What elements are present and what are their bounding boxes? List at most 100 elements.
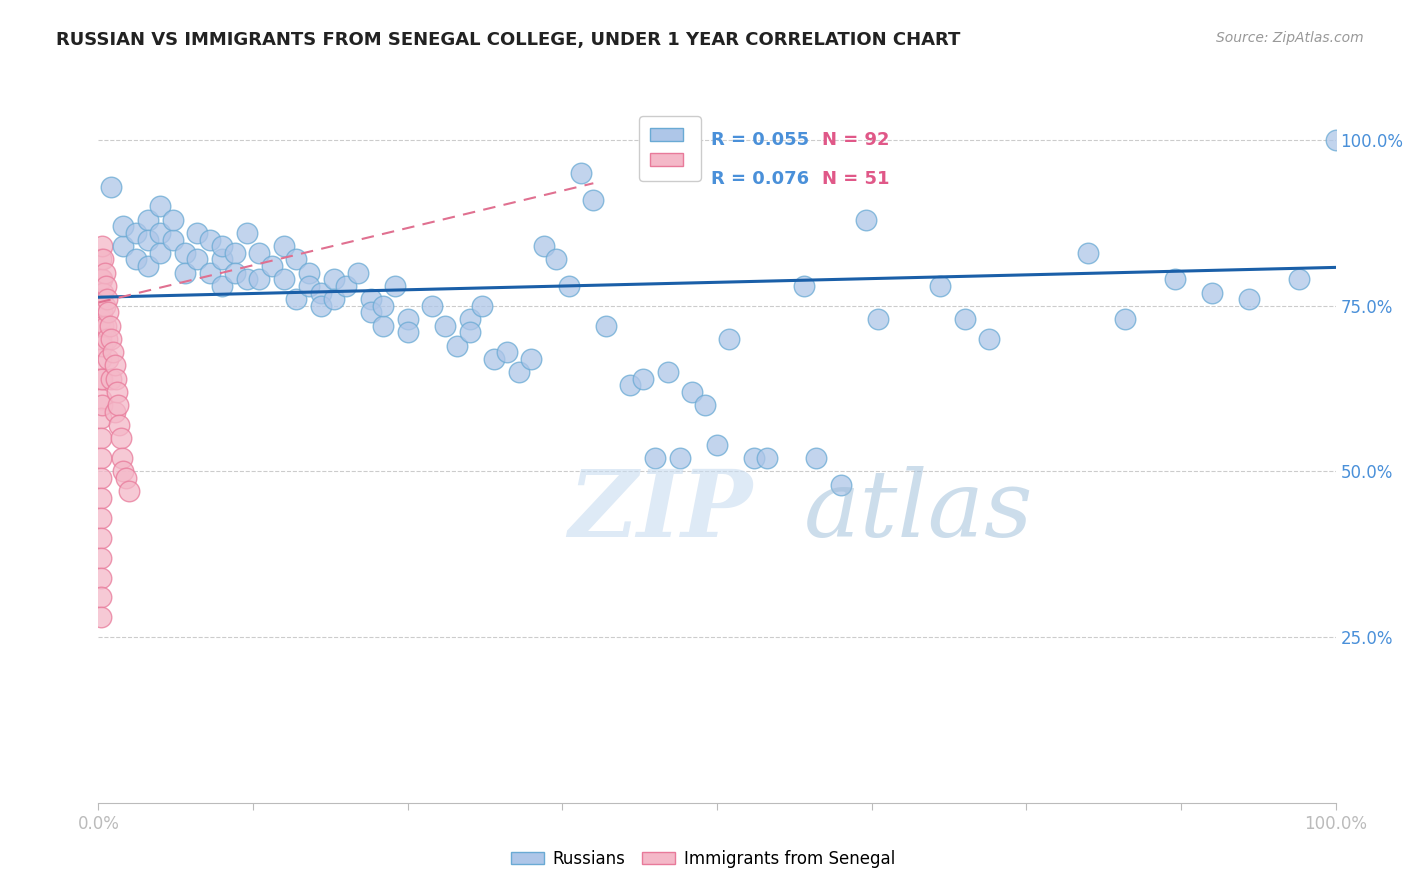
Point bbox=[458, 312, 481, 326]
Point bbox=[1201, 285, 1223, 300]
Point bbox=[360, 305, 382, 319]
Point bbox=[112, 239, 135, 253]
Point bbox=[1077, 245, 1099, 260]
Point bbox=[90, 351, 112, 366]
Point bbox=[149, 245, 172, 260]
Point bbox=[96, 292, 118, 306]
Legend: Russians, Immigrants from Senegal: Russians, Immigrants from Senegal bbox=[505, 844, 901, 875]
Point bbox=[118, 484, 141, 499]
Point bbox=[93, 266, 115, 280]
Point bbox=[174, 266, 197, 280]
Text: RUSSIAN VS IMMIGRANTS FROM SENEGAL COLLEGE, UNDER 1 YEAR CORRELATION CHART: RUSSIAN VS IMMIGRANTS FROM SENEGAL COLLE… bbox=[56, 31, 960, 49]
Point bbox=[595, 318, 617, 333]
Point bbox=[93, 285, 115, 300]
Point bbox=[484, 351, 506, 366]
Point bbox=[718, 332, 741, 346]
Point bbox=[103, 359, 125, 373]
Point bbox=[830, 477, 852, 491]
Point bbox=[94, 318, 117, 333]
Point bbox=[866, 312, 889, 326]
Point bbox=[793, 279, 815, 293]
Point bbox=[91, 338, 114, 352]
Point bbox=[273, 272, 295, 286]
Point bbox=[657, 365, 679, 379]
Point bbox=[508, 365, 530, 379]
Point bbox=[1164, 272, 1187, 286]
Point bbox=[433, 318, 456, 333]
Text: R = 0.055: R = 0.055 bbox=[711, 131, 808, 149]
Point bbox=[90, 292, 112, 306]
Point bbox=[96, 332, 118, 346]
Point bbox=[97, 351, 120, 366]
Point bbox=[174, 245, 197, 260]
Point bbox=[979, 332, 1001, 346]
Point bbox=[103, 345, 125, 359]
Point bbox=[347, 266, 370, 280]
Point bbox=[91, 272, 114, 286]
Point bbox=[90, 471, 112, 485]
Point bbox=[91, 239, 114, 253]
Point bbox=[90, 451, 112, 466]
Point bbox=[396, 312, 419, 326]
Point bbox=[742, 451, 765, 466]
Point bbox=[520, 351, 543, 366]
Point bbox=[681, 384, 703, 399]
Point bbox=[111, 451, 134, 466]
Point bbox=[112, 465, 135, 479]
Point bbox=[162, 212, 184, 227]
Point bbox=[495, 345, 517, 359]
Point bbox=[755, 451, 778, 466]
Point bbox=[247, 272, 270, 286]
Point bbox=[1324, 133, 1347, 147]
Point bbox=[90, 610, 112, 624]
Point bbox=[198, 266, 221, 280]
Point bbox=[224, 245, 246, 260]
Point bbox=[236, 272, 259, 286]
Point bbox=[371, 318, 394, 333]
Point bbox=[100, 179, 122, 194]
Point bbox=[371, 299, 394, 313]
Point bbox=[112, 219, 135, 234]
Point bbox=[91, 305, 114, 319]
Point bbox=[100, 372, 122, 386]
Point bbox=[309, 285, 332, 300]
Point bbox=[804, 451, 827, 466]
Point bbox=[90, 272, 112, 286]
Point bbox=[110, 431, 132, 445]
Point bbox=[90, 511, 112, 525]
Point bbox=[322, 272, 344, 286]
Point bbox=[90, 372, 112, 386]
Text: Source: ZipAtlas.com: Source: ZipAtlas.com bbox=[1216, 31, 1364, 45]
Point bbox=[1237, 292, 1260, 306]
Point bbox=[108, 418, 131, 433]
Point bbox=[186, 226, 208, 240]
Legend: , : , bbox=[640, 116, 700, 181]
Point bbox=[186, 252, 208, 267]
Point bbox=[103, 405, 125, 419]
Point bbox=[90, 411, 112, 425]
Text: N = 92: N = 92 bbox=[823, 131, 890, 149]
Point bbox=[360, 292, 382, 306]
Point bbox=[90, 531, 112, 545]
Point bbox=[104, 372, 127, 386]
Point bbox=[224, 266, 246, 280]
Point bbox=[90, 491, 112, 505]
Point bbox=[546, 252, 568, 267]
Point bbox=[136, 233, 159, 247]
Text: N = 51: N = 51 bbox=[823, 169, 890, 187]
Point bbox=[422, 299, 444, 313]
Text: atlas: atlas bbox=[804, 466, 1033, 556]
Point bbox=[953, 312, 976, 326]
Point bbox=[619, 378, 641, 392]
Point bbox=[90, 591, 112, 605]
Point bbox=[247, 245, 270, 260]
Point bbox=[211, 252, 233, 267]
Point bbox=[669, 451, 692, 466]
Point bbox=[93, 318, 115, 333]
Point bbox=[124, 226, 146, 240]
Point bbox=[198, 233, 221, 247]
Point bbox=[97, 305, 120, 319]
Point bbox=[162, 233, 184, 247]
Point bbox=[124, 252, 146, 267]
Point bbox=[309, 299, 332, 313]
